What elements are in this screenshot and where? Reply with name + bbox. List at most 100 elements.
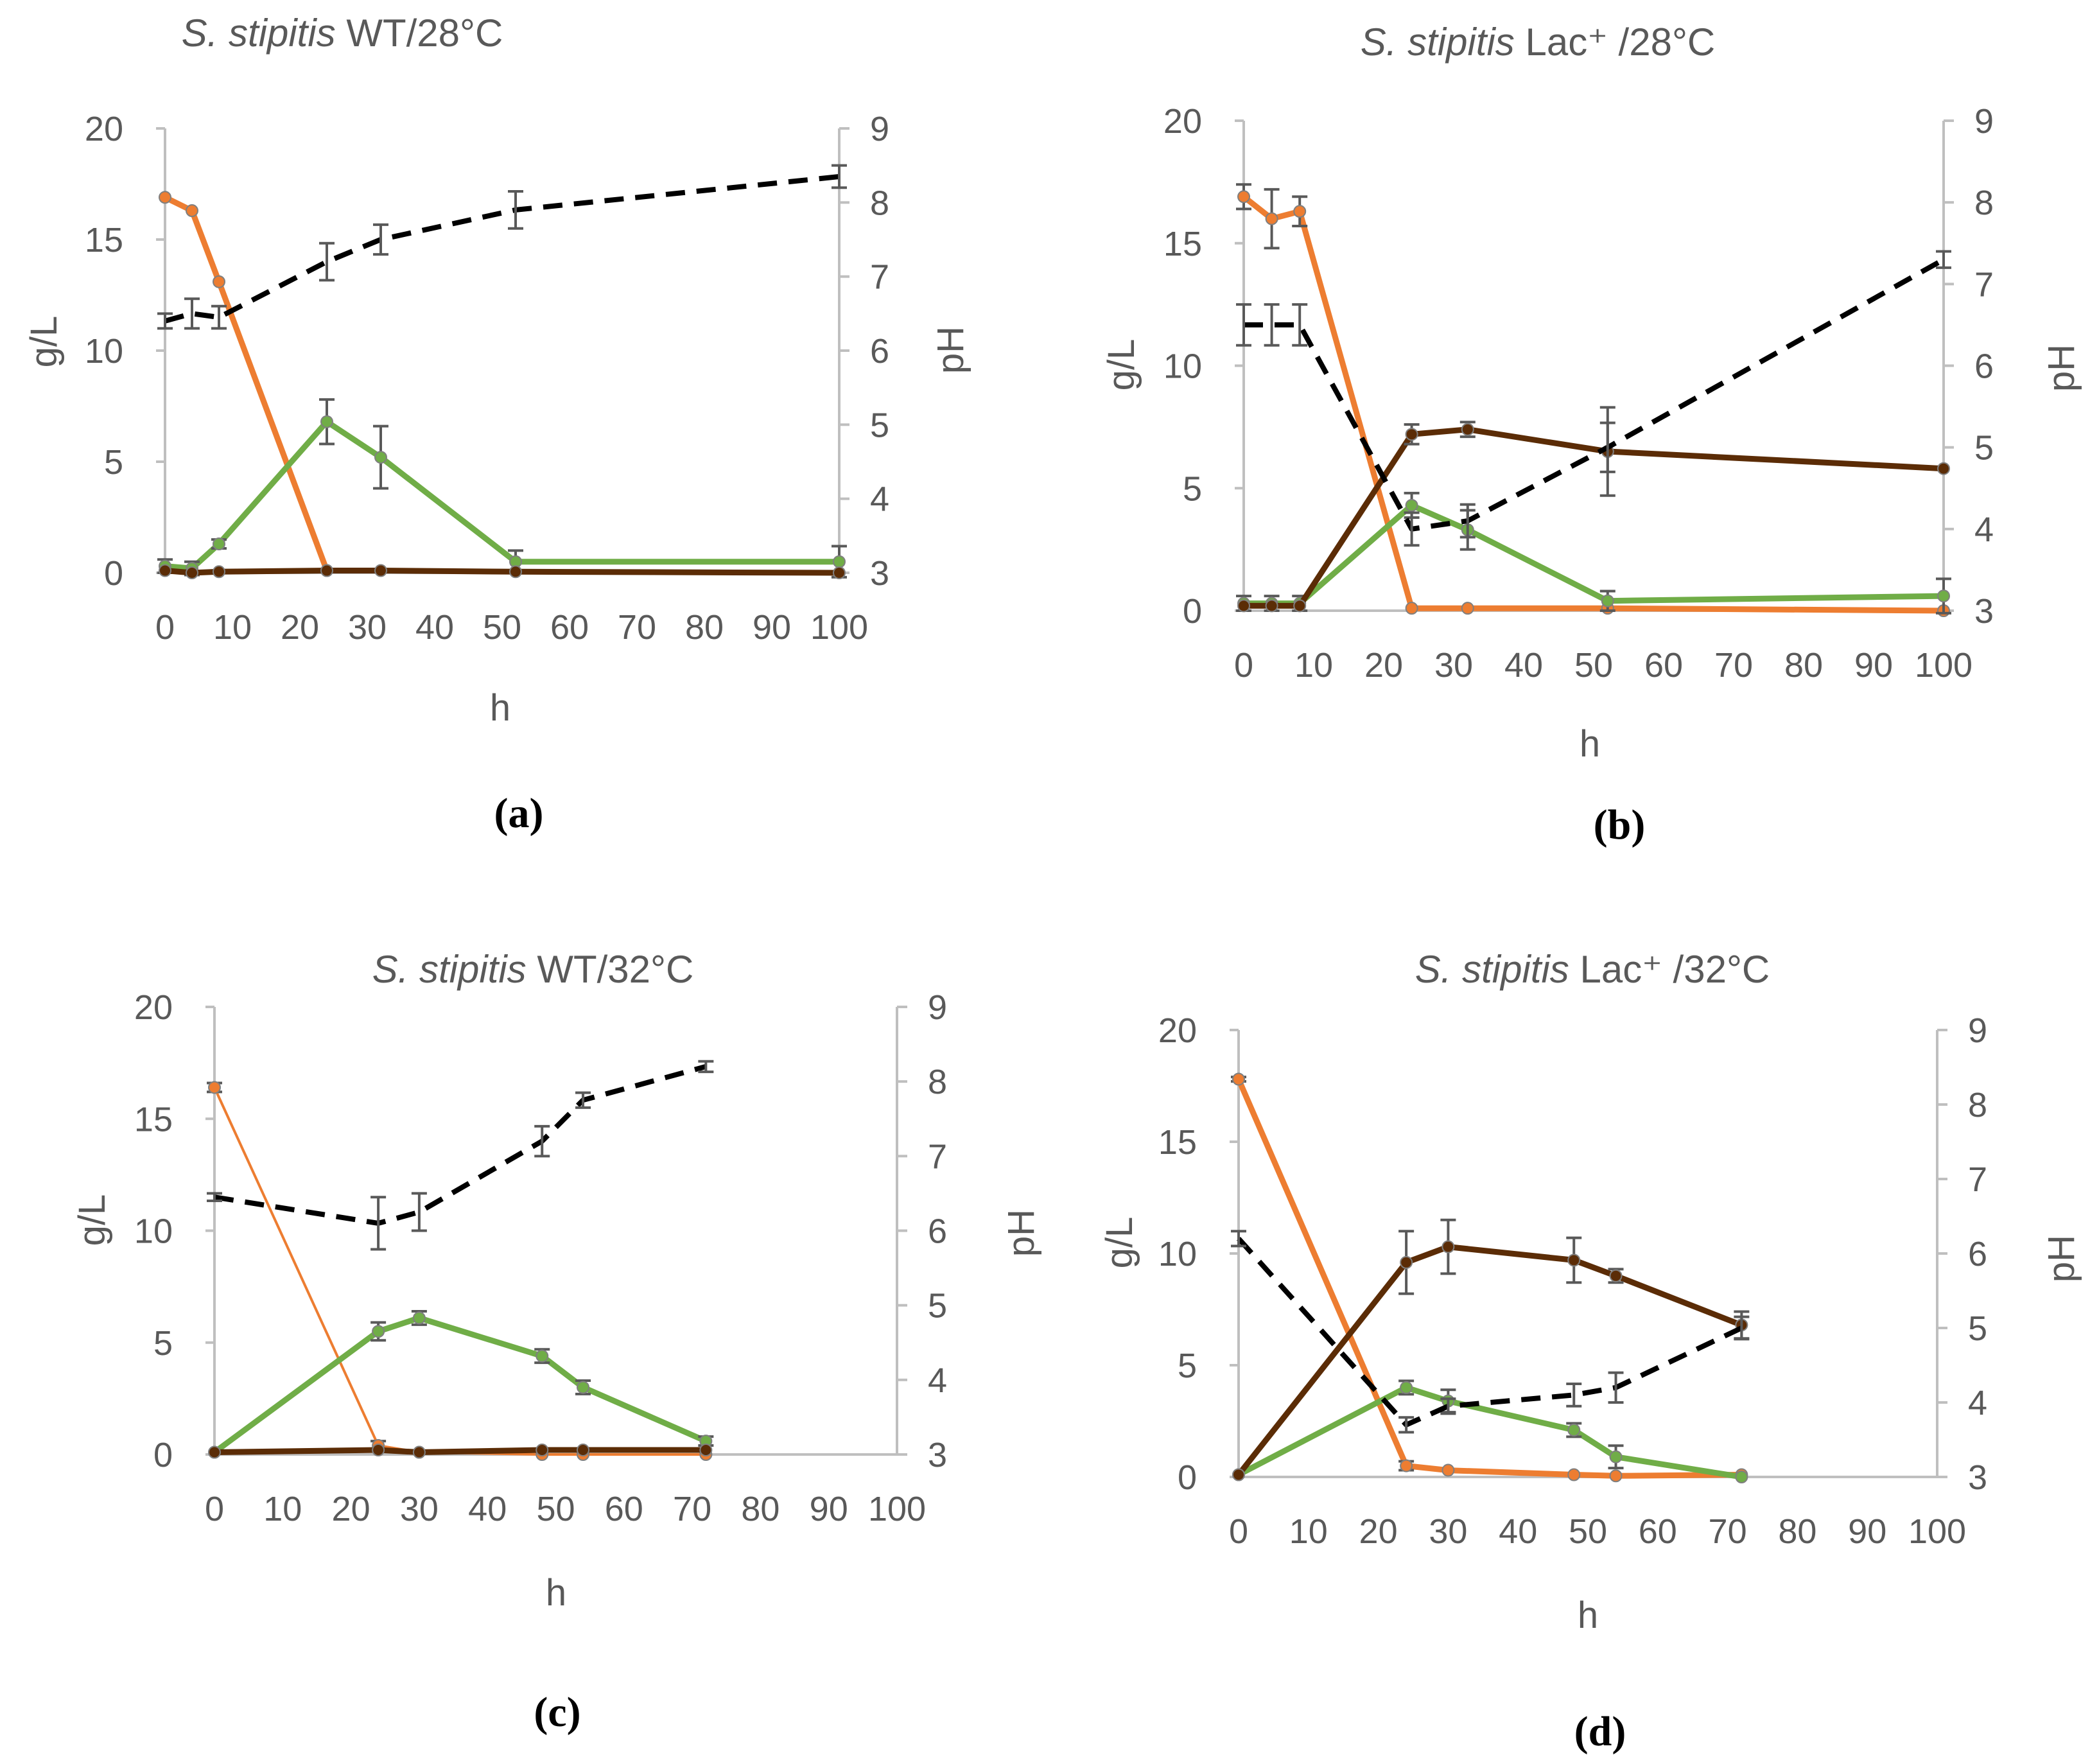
y-tick-label: 10 [134, 1212, 173, 1251]
data-point [1937, 462, 1950, 475]
data-point [1237, 190, 1250, 204]
x-tick-label: 30 [1429, 1512, 1467, 1551]
y-tick-label: 15 [1158, 1123, 1197, 1162]
series-line [1241, 502, 1947, 607]
x-tick-label: 10 [1289, 1512, 1328, 1551]
y2-tick-label: 7 [928, 1137, 947, 1176]
x-tick-label: 70 [618, 608, 656, 647]
x-tick-label: 90 [810, 1490, 848, 1528]
panel-label-a: (a) [494, 790, 544, 837]
data-point [208, 1081, 221, 1094]
data-point [509, 565, 522, 579]
data-point [577, 1381, 590, 1394]
data-point [1609, 1269, 1623, 1282]
x-tick-label: 50 [1574, 646, 1613, 685]
x-tick-label: 20 [1359, 1512, 1398, 1551]
y-tick-label: 5 [104, 443, 123, 482]
x-tick-label: 10 [1294, 646, 1333, 685]
series-lactic-acid [1232, 1218, 1750, 1481]
data-point [159, 564, 171, 577]
data-point [213, 565, 225, 579]
y2-tick-label: 5 [928, 1287, 947, 1325]
error-bar [157, 312, 173, 330]
series-line [164, 174, 840, 324]
error-bar [508, 190, 523, 230]
y2-tick-label: 9 [870, 110, 889, 148]
panel-label-c: (c) [534, 1689, 580, 1736]
y2-tick-label: 4 [870, 480, 889, 519]
data-point [1232, 1468, 1245, 1481]
x-tick-label: 40 [468, 1490, 507, 1528]
series-ethanol [1232, 1379, 1748, 1483]
series-line [1241, 193, 1947, 614]
series-line [1237, 1237, 1743, 1428]
data-point [374, 564, 387, 577]
series-ethanol [1236, 491, 1951, 615]
error-bar [832, 164, 847, 189]
y-tick-label: 20 [134, 988, 173, 1027]
series-lactose [159, 191, 333, 577]
data-point [1405, 428, 1418, 441]
data-point [1400, 1255, 1413, 1269]
y-axis-label: g/L [71, 1194, 113, 1246]
y2-tick-label: 6 [1974, 347, 1994, 386]
series-line [211, 1447, 709, 1455]
series-pH [207, 1060, 714, 1251]
error-bar [184, 297, 200, 330]
data-point [1265, 212, 1278, 225]
data-point [1405, 498, 1418, 512]
y-tick-label: 0 [153, 1436, 173, 1474]
y2-axis-label: pH [930, 326, 971, 374]
data-point [412, 1445, 426, 1459]
x-tick-label: 20 [281, 608, 319, 647]
error-bar [370, 1196, 387, 1251]
series-pH [1231, 1230, 1750, 1434]
data-point [1265, 599, 1278, 613]
error-bar [1459, 503, 1476, 539]
y2-axis-label: pH [2041, 1235, 2082, 1282]
error-bar [211, 304, 227, 330]
error-bar [1404, 511, 1420, 547]
series-line [162, 568, 842, 576]
x-tick-label: 40 [1504, 646, 1543, 685]
series-lactic-acid [1237, 406, 1950, 613]
data-point [372, 1444, 385, 1457]
x-tick-label: 30 [400, 1490, 439, 1528]
data-point [1441, 1463, 1455, 1477]
error-bar [411, 1192, 427, 1232]
y2-tick-label: 4 [1968, 1384, 1987, 1422]
data-point [1609, 1450, 1623, 1463]
y-tick-label: 5 [1178, 1347, 1197, 1385]
series-lactic-acid [208, 1444, 713, 1459]
data-point [1735, 1471, 1748, 1483]
x-tick-label: 60 [1644, 646, 1683, 685]
series-line [214, 1064, 707, 1226]
chart-title: S. stipitis WT/32°C [372, 948, 694, 991]
y-tick-label: 15 [85, 221, 123, 259]
y-tick-label: 15 [134, 1100, 173, 1139]
x-tick-label: 30 [348, 608, 387, 647]
data-point [1601, 594, 1614, 607]
series-line [1241, 426, 1947, 609]
error-bar [1264, 303, 1280, 347]
x-axis-label: h [1578, 1594, 1598, 1636]
error-bar [319, 241, 335, 282]
y2-tick-label: 6 [928, 1212, 947, 1251]
x-axis-label: h [1580, 723, 1600, 765]
y-tick-label: 5 [153, 1324, 173, 1363]
y-tick-label: 0 [104, 554, 123, 593]
data-point [412, 1311, 426, 1325]
x-tick-label: 60 [605, 1490, 643, 1528]
x-tick-label: 90 [753, 608, 791, 647]
x-tick-label: 20 [1364, 646, 1403, 685]
x-tick-label: 50 [536, 1490, 575, 1528]
x-tick-label: 70 [1714, 646, 1753, 685]
series-line [162, 194, 330, 573]
x-axis-label: h [546, 1572, 566, 1614]
y2-axis-label: pH [2041, 344, 2082, 392]
error-bar [1566, 1383, 1582, 1408]
